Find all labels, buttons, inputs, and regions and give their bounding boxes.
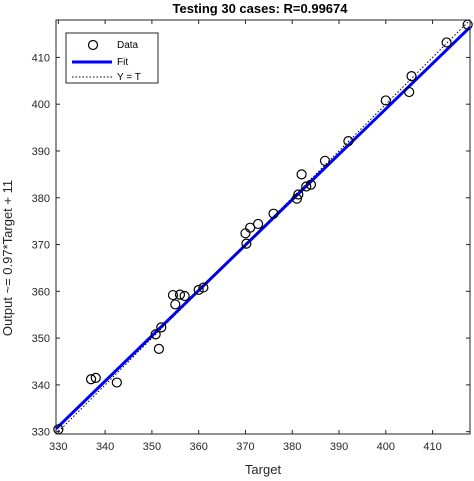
data-point <box>241 238 252 249</box>
data-point <box>296 169 307 180</box>
data-point <box>167 289 179 301</box>
data-point <box>305 179 317 190</box>
x-tick-label: 400 <box>377 441 395 453</box>
y-tick-label: 350 <box>32 333 50 345</box>
legend-entry-data: Data <box>117 40 139 51</box>
data-point <box>170 299 181 310</box>
data-point <box>291 193 303 204</box>
y-tick-label: 390 <box>32 146 50 158</box>
y-tick-label: 380 <box>32 193 50 205</box>
data-point <box>85 374 97 385</box>
legend-entry-fit: Fit <box>117 57 128 68</box>
y-tick-label: 400 <box>32 99 50 111</box>
x-tick-label: 370 <box>236 441 254 453</box>
x-tick-label: 360 <box>189 441 207 453</box>
y-axis-label: Output ~= 0.97*Target + 11 <box>0 180 15 336</box>
data-point <box>150 329 161 340</box>
legend-entry-identity: Y = T <box>117 72 141 83</box>
plot-frame <box>55 19 471 435</box>
legend: Data Fit Y = T <box>65 32 159 84</box>
x-tick-label: 330 <box>49 441 67 453</box>
data-point <box>193 284 204 296</box>
data-point <box>179 290 190 302</box>
data-point <box>301 181 312 192</box>
x-tick-label: 390 <box>330 441 348 453</box>
identity-line <box>55 19 471 435</box>
legend-box <box>65 32 159 84</box>
data-point <box>252 218 264 230</box>
data-point <box>441 37 452 48</box>
y-tick-label: 370 <box>32 240 50 252</box>
data-point <box>240 228 251 239</box>
x-tick-label: 380 <box>283 441 301 453</box>
y-tick-label: 410 <box>32 52 50 64</box>
legend-data-marker <box>87 39 99 51</box>
y-tick-label: 330 <box>32 427 50 439</box>
fit-line <box>54 26 472 430</box>
x-tick-label: 410 <box>423 441 441 453</box>
data-point <box>319 155 331 166</box>
data-point <box>380 95 391 106</box>
chart-title: Testing 30 cases: R=0.99674 <box>172 1 348 16</box>
x-axis-label: Target <box>245 462 282 477</box>
data-point <box>111 377 122 388</box>
data-point <box>156 322 167 333</box>
data-point <box>293 189 304 200</box>
data-point <box>90 372 101 383</box>
x-tick-label: 350 <box>143 441 161 453</box>
x-tick-label: 340 <box>96 441 114 453</box>
data-point <box>343 136 354 147</box>
data-point <box>268 208 279 219</box>
data-point <box>198 282 209 293</box>
y-tick-label: 360 <box>32 286 50 298</box>
y-tick-label: 340 <box>32 380 50 392</box>
data-point <box>174 289 186 300</box>
data-point <box>406 71 417 82</box>
data-point <box>404 86 415 98</box>
data-point <box>153 343 165 354</box>
